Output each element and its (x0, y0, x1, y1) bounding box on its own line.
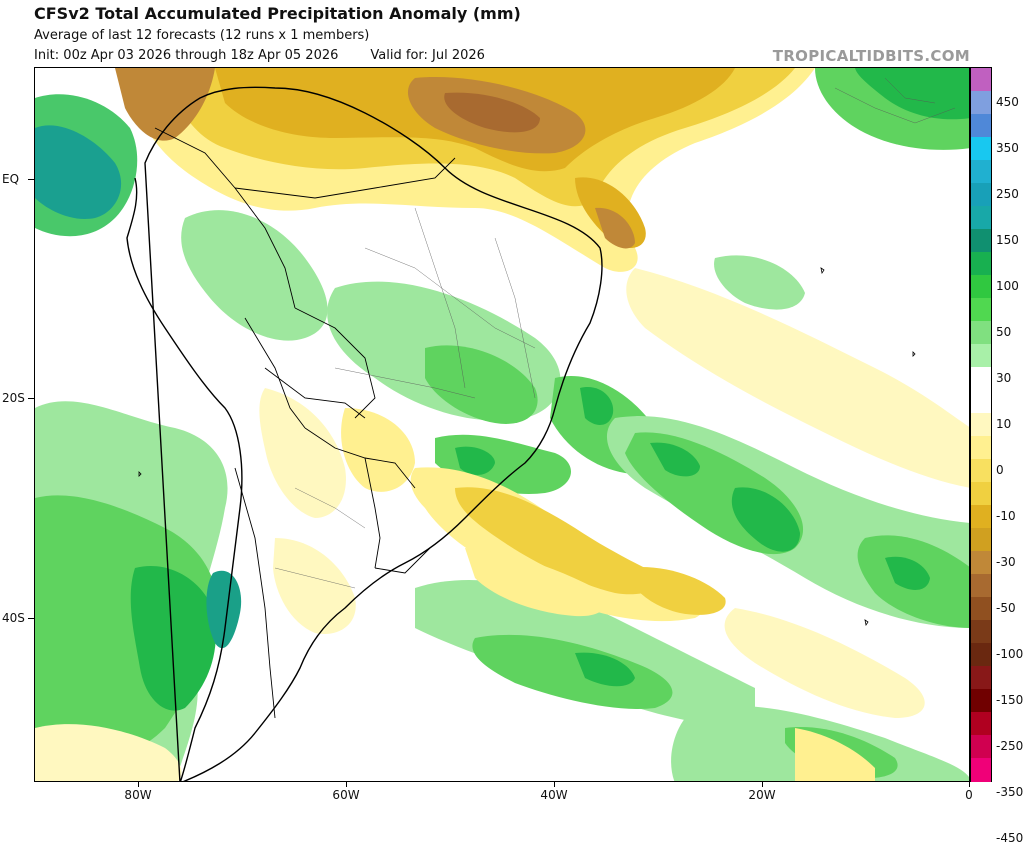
colorbar-swatch (971, 252, 991, 276)
colorbar-swatch (971, 68, 991, 92)
colorbar-label: 350 (996, 140, 1019, 155)
x-tick-80w (138, 782, 139, 787)
run-info-line: Init: 00z Apr 03 2026 through 18z Apr 05… (34, 48, 485, 63)
colorbar-swatch (971, 620, 991, 644)
colorbar-swatch (971, 436, 991, 460)
colorbar-label: -450 (996, 830, 1024, 845)
internal-borders (274, 77, 956, 589)
colorbar-swatch (971, 482, 991, 506)
colorbar-label: -150 (996, 692, 1024, 707)
y-axis-label-40s: 40S (2, 611, 25, 625)
x-tick-0 (969, 782, 970, 787)
islands (138, 267, 916, 627)
y-axis-label-eq: EQ (2, 172, 20, 186)
colorbar-label: -250 (996, 738, 1024, 753)
colorbar-label: 100 (996, 278, 1019, 293)
colorbar-label: 30 (996, 370, 1012, 385)
chart-title: CFSv2 Total Accumulated Precipitation An… (34, 4, 521, 23)
colorbar-swatch (971, 275, 991, 299)
colorbar-swatch (971, 735, 991, 759)
colorbar-swatch (971, 367, 991, 391)
y-tick-20s (28, 398, 34, 399)
colorbar-swatch (971, 643, 991, 667)
x-tick-40w (554, 782, 555, 787)
colorbar-label: 450 (996, 94, 1019, 109)
colorbar-label: -350 (996, 784, 1024, 799)
colorbar-label: 150 (996, 232, 1019, 247)
colorbar-swatch (971, 321, 991, 345)
colorbar-swatch (971, 137, 991, 161)
x-axis-label-0: 0 (965, 788, 973, 802)
y-tick-40s (28, 618, 34, 619)
valid-time: Valid for: Jul 2026 (370, 48, 485, 63)
colorbar-swatch (971, 666, 991, 690)
colorbar-label: 10 (996, 416, 1012, 431)
chart-subtitle: Average of last 12 forecasts (12 runs x … (34, 28, 370, 43)
colorbar-swatch (971, 183, 991, 207)
colorbar-swatch (971, 91, 991, 115)
init-time: Init: 00z Apr 03 2026 through 18z Apr 05… (34, 48, 339, 63)
colorbar-swatch (971, 505, 991, 529)
x-tick-60w (346, 782, 347, 787)
x-tick-20w (762, 782, 763, 787)
colorbar-label: -50 (996, 600, 1016, 615)
colorbar-swatch (971, 298, 991, 322)
colorbar-label: 50 (996, 324, 1012, 339)
x-axis-label-80w: 80W (124, 788, 152, 802)
colorbar-swatch (971, 758, 991, 782)
colorbar-swatch (971, 114, 991, 138)
colorbar-swatch (971, 689, 991, 713)
precipitation-anomaly-map (35, 68, 969, 781)
colorbar-swatch (971, 551, 991, 575)
colorbar-swatch (971, 160, 991, 184)
colorbar-label: 0 (996, 462, 1004, 477)
colorbar-label: -10 (996, 508, 1016, 523)
site-credit[interactable]: TROPICALTIDBITS.COM (772, 47, 970, 65)
y-axis-label-20s: 20S (2, 391, 25, 405)
colorbar-label: 250 (996, 186, 1019, 201)
colorbar-swatch (971, 597, 991, 621)
colorbar-label: -30 (996, 554, 1016, 569)
country-borders (154, 127, 456, 719)
colorbar-swatch (971, 206, 991, 230)
y-tick-eq (28, 179, 34, 180)
colorbar-label: -100 (996, 646, 1024, 661)
colorbar-swatch (971, 229, 991, 253)
dry-anomaly-shading (35, 68, 969, 781)
x-axis-label-40w: 40W (540, 788, 568, 802)
coastline (126, 86, 603, 781)
colorbar (970, 67, 992, 782)
colorbar-swatch (971, 574, 991, 598)
colorbar-swatch (971, 390, 991, 414)
colorbar-swatch (971, 413, 991, 437)
wet-anomaly-shading (35, 68, 969, 781)
x-axis-label-20w: 20W (748, 788, 776, 802)
colorbar-swatch (971, 528, 991, 552)
x-axis-label-60w: 60W (332, 788, 360, 802)
colorbar-swatch (971, 459, 991, 483)
colorbar-swatch (971, 712, 991, 736)
colorbar-swatch (971, 344, 991, 368)
map-panel (34, 67, 970, 782)
